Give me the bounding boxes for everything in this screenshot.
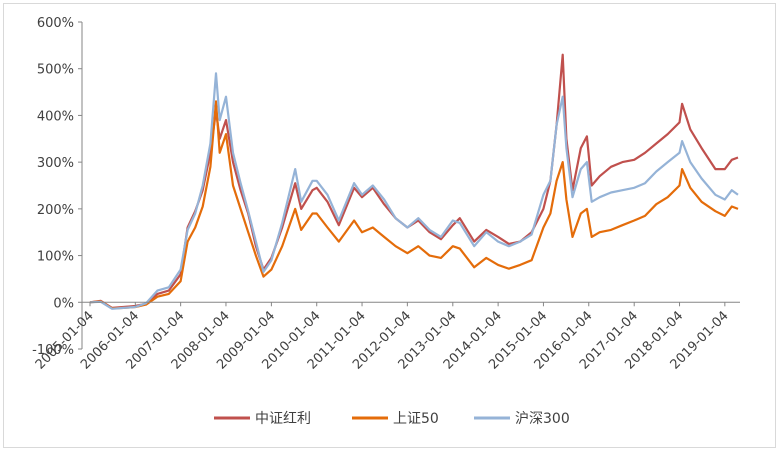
legend-label: 中证红利 [255, 411, 311, 427]
axes: -100%0%100%200%300%400%500%600%2005-01-0… [32, 16, 740, 373]
series-line-0 [89, 53, 739, 309]
y-tick-label: 100% [37, 250, 74, 265]
y-tick-label: 200% [37, 203, 74, 218]
plot-area [89, 53, 739, 310]
legend-label: 沪深300 [515, 411, 570, 427]
y-tick-label: 600% [37, 16, 74, 31]
chart-frame [3, 3, 776, 448]
series-line-2 [89, 72, 739, 310]
series-line-1 [89, 100, 739, 310]
legend: 中证红利 上证50 沪深300 [214, 411, 570, 427]
y-tick-label: 0% [53, 296, 74, 311]
y-tick-label: 500% [37, 63, 74, 78]
y-tick-label: 300% [37, 156, 74, 171]
y-tick-label: -100% [32, 343, 74, 358]
legend-label: 上证50 [393, 411, 439, 427]
y-tick-label: 400% [37, 109, 74, 124]
